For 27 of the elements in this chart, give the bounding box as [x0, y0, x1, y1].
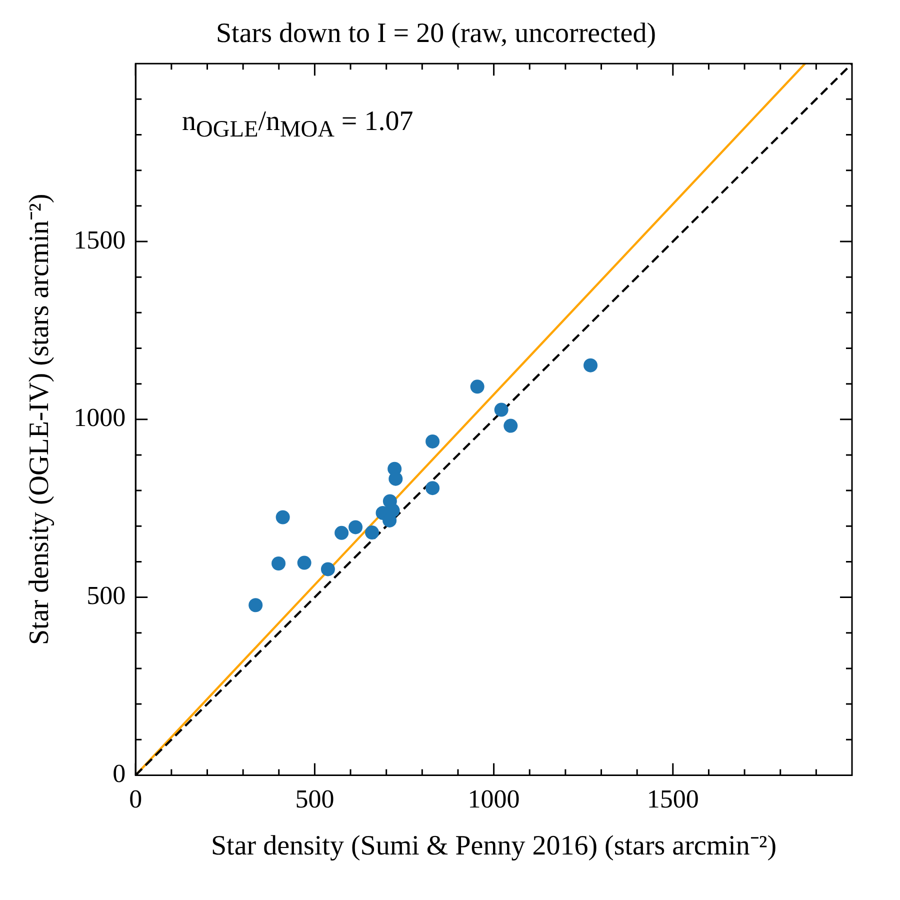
point — [494, 402, 508, 417]
point — [248, 598, 263, 612]
annotation: n$_{OGLE}$/n$_{MOA}$ = 1.07 — [182, 106, 414, 144]
x-tick-label: 1000 — [468, 784, 520, 814]
point — [584, 358, 598, 372]
x-axis-title: Star density (Sumi & Penny 2016) (stars arcmin⁻²) — [210, 830, 777, 862]
point — [276, 510, 290, 524]
y-tick-label: 1000 — [74, 403, 126, 432]
x-tick-label: 500 — [295, 784, 334, 814]
point — [365, 526, 380, 540]
y-tick-label: 0 — [112, 759, 126, 788]
y-tick-label: 1500 — [74, 225, 126, 254]
point — [272, 556, 286, 570]
point — [334, 526, 349, 540]
point — [388, 472, 403, 486]
point — [297, 556, 312, 570]
x-tick-label: 1500 — [646, 784, 699, 814]
point — [320, 562, 335, 576]
point — [504, 418, 518, 433]
point — [470, 380, 484, 394]
point — [426, 434, 440, 448]
point — [386, 503, 400, 518]
point — [426, 481, 440, 496]
y-tick-label: 500 — [86, 581, 126, 610]
point — [348, 520, 363, 534]
y-axis-title: Star density (OGLE-IV) (stars arcmin⁻²) — [24, 194, 56, 646]
chart-title: Stars down to I = 20 (raw, uncorrected) — [216, 18, 656, 50]
